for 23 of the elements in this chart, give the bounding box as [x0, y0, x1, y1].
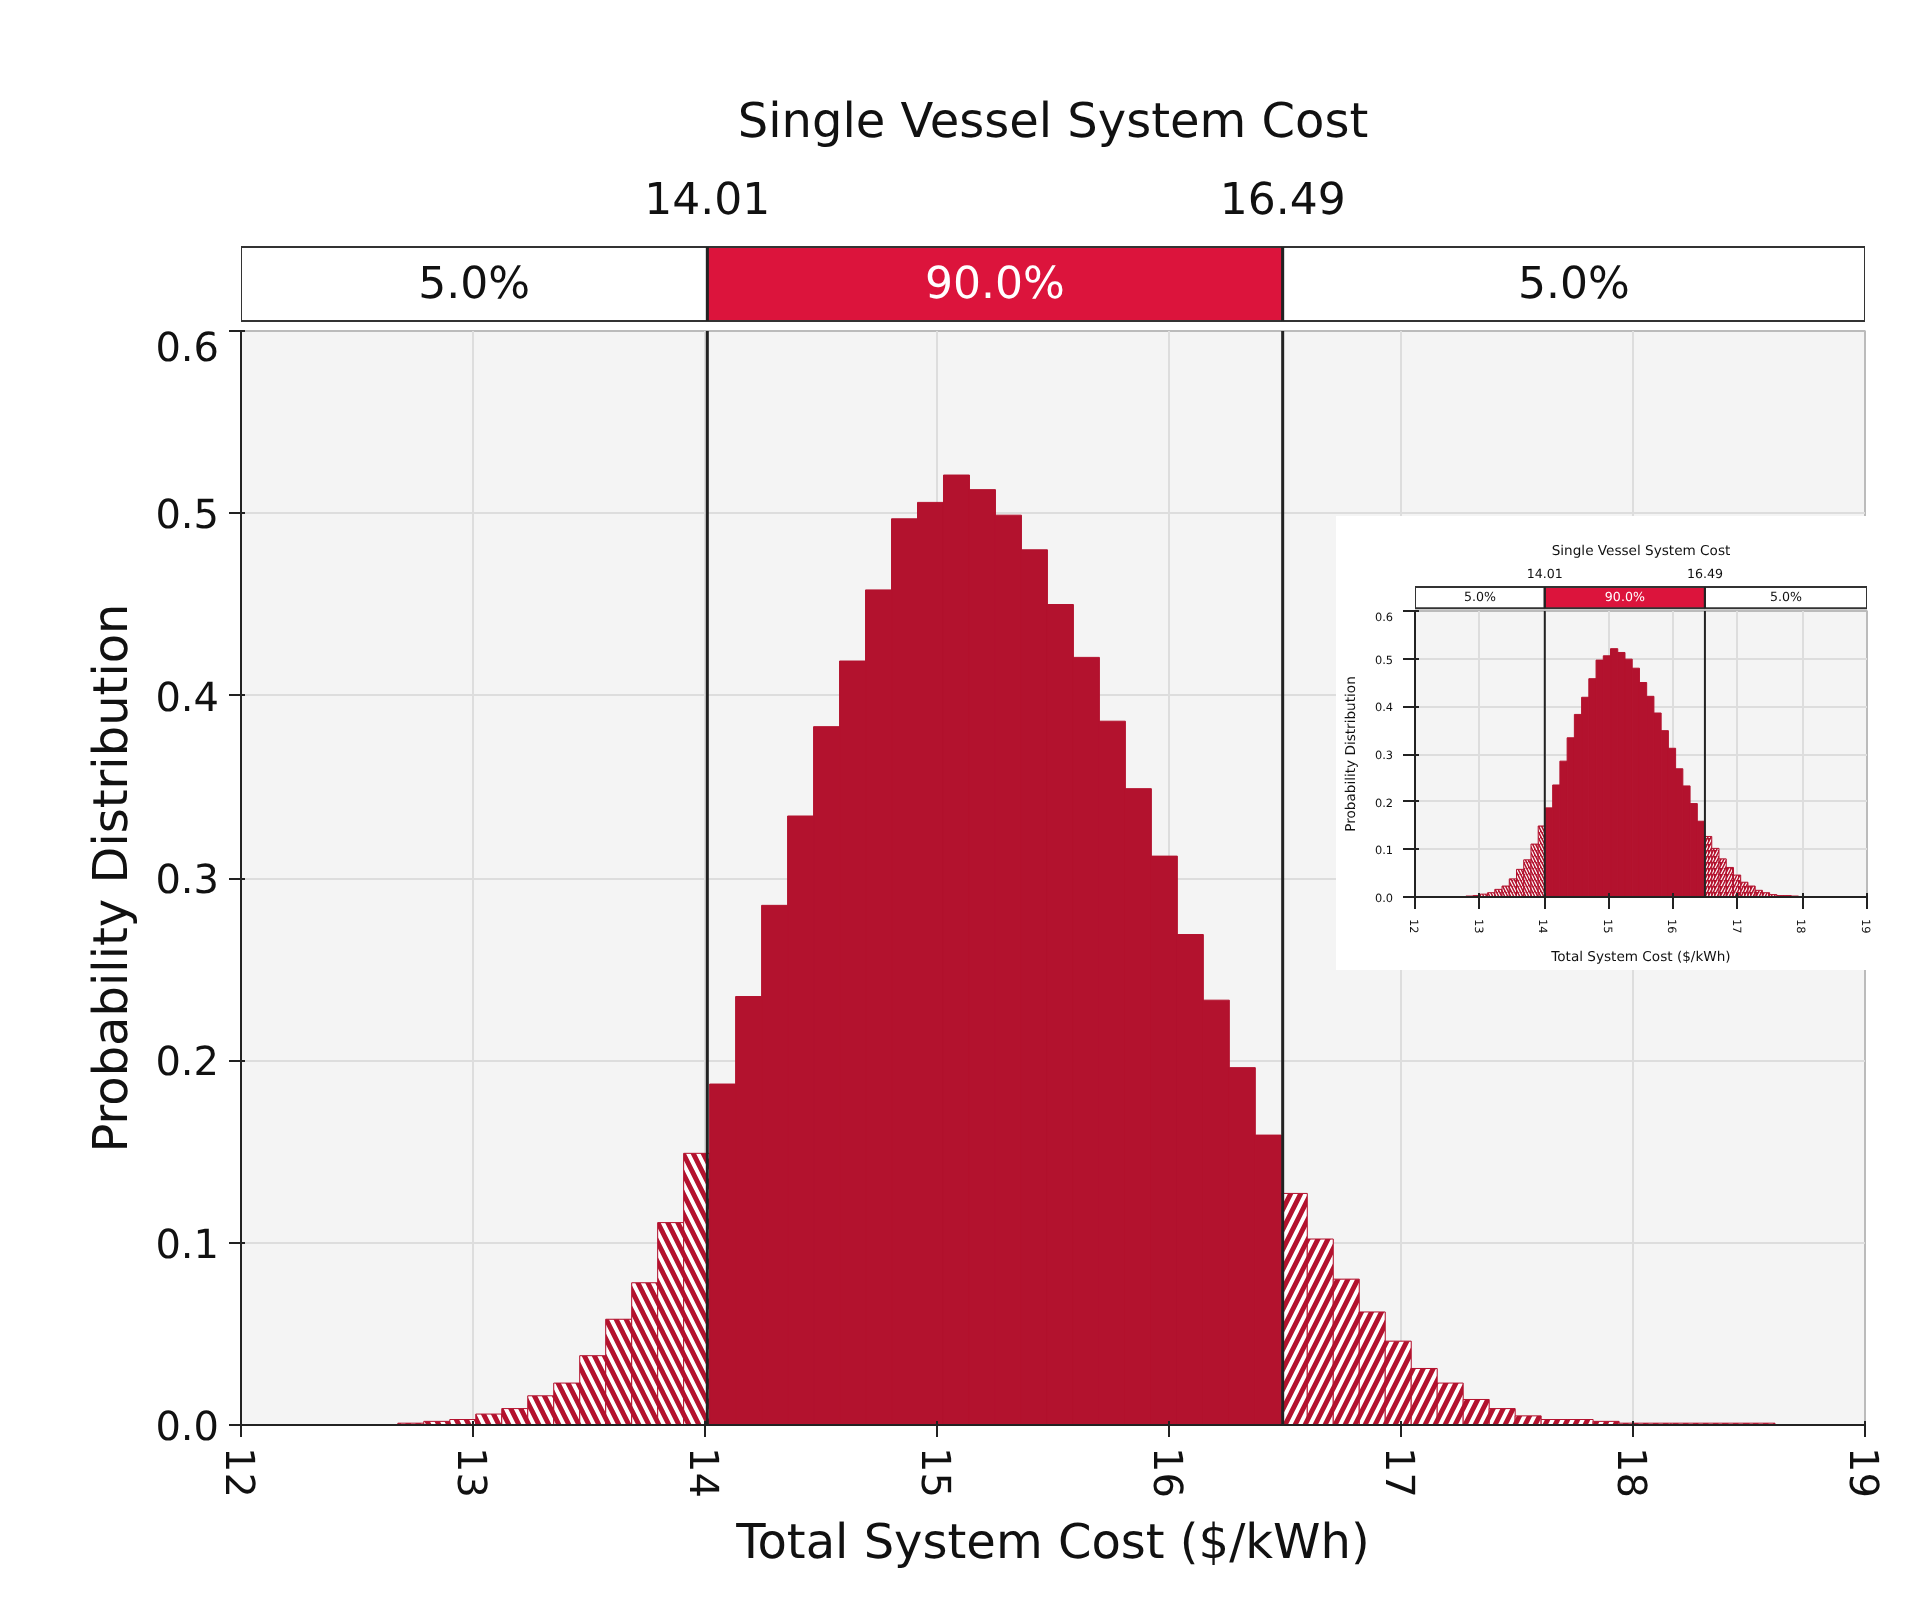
ref-line-label: 16.49 [1219, 176, 1346, 226]
x-tick-label: 12 [216, 1447, 264, 1498]
y-tick-label: 0.3 [155, 855, 220, 903]
text: 90.0% [925, 260, 1065, 310]
y-axis-title: Probability Distribution [83, 603, 140, 1153]
y-tick-label: 0.6 [155, 323, 220, 371]
text: 5.0% [1517, 260, 1630, 310]
chart-title: Single Vessel System Cost [737, 93, 1369, 149]
x-tick-label: 14 [680, 1447, 728, 1498]
y-tick-label: 0.2 [155, 1037, 220, 1086]
x-tick-label: 18 [1608, 1447, 1656, 1498]
y-tick-label: 0.5 [155, 490, 220, 539]
x-tick-label: 17 [1376, 1447, 1424, 1498]
ref-line-label: 14.01 [644, 176, 771, 226]
y-tick-label: 0.1 [155, 1219, 220, 1268]
x-axis-title: Total System Cost ($/kWh) [734, 1513, 1370, 1570]
y-tick-label: 0.0 [155, 1402, 220, 1450]
x-tick-label: 15 [912, 1447, 960, 1498]
x-tick-label: 19 [1840, 1447, 1888, 1498]
y-tick-label: 0.4 [155, 672, 220, 721]
x-tick-label: 16 [1144, 1447, 1192, 1498]
x-tick-label: 13 [448, 1447, 496, 1498]
text: 5.0% [418, 260, 531, 310]
